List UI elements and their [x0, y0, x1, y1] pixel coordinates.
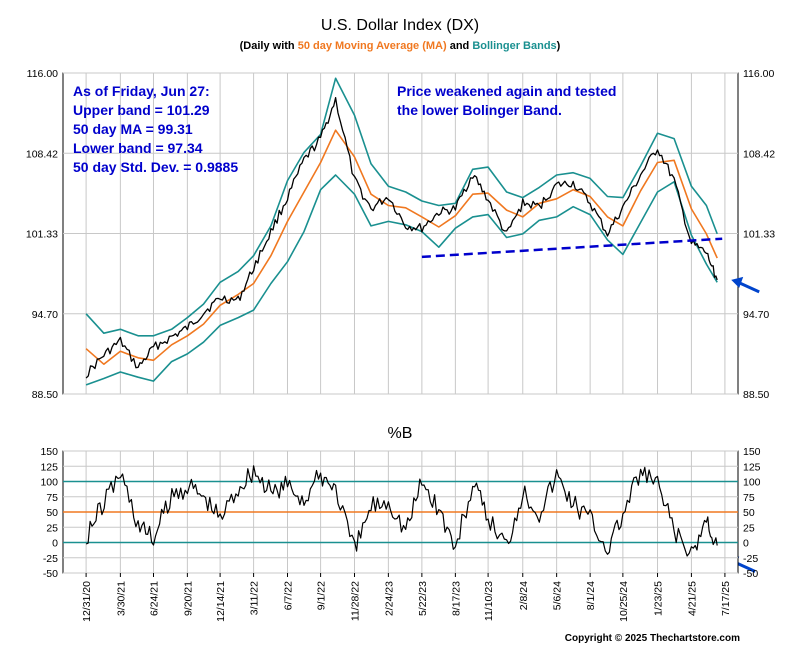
x-tick-label: 2/8/24: [518, 581, 530, 610]
percent-b-y-tick-left: 25: [46, 522, 58, 534]
percent-b-y-tick-left: 125: [40, 461, 58, 473]
x-tick-label: 11/28/22: [349, 581, 361, 621]
percent-b-y-tick-right: -50: [743, 568, 758, 580]
main-y-tick-right: 108.42: [743, 148, 775, 160]
percent-b-y-tick-left: 100: [40, 477, 58, 489]
percent-b-y-tick-left: -25: [43, 553, 58, 565]
percent-b-title: %B: [388, 425, 413, 442]
x-tick-label: 11/10/23: [483, 581, 495, 621]
comment-line-1: Price weakened again and tested: [397, 83, 616, 99]
x-tick-label: 3/30/21: [115, 581, 127, 616]
main-y-tick-left: 101.33: [26, 229, 58, 241]
percent-b-y-tick-right: 75: [743, 492, 755, 504]
main-y-tick-left: 116.00: [27, 68, 58, 80]
subtitle-mid: and: [447, 40, 473, 52]
price-arrow-icon: [731, 276, 760, 294]
percent-b-y-tick-left: 50: [46, 507, 58, 519]
x-tick-label: 6/7/22: [282, 581, 294, 610]
percent-b-y-tick-left: 0: [52, 538, 58, 550]
percent-b-y-tick-left: 75: [46, 492, 58, 504]
chart-subtitle: (Daily with 50 day Moving Average (MA) a…: [240, 40, 561, 52]
stats-std-dev: 50 day Std. Dev. = 0.9885: [73, 159, 238, 175]
percent-b-y-tick-left: 150: [40, 446, 58, 458]
x-tick-label: 6/24/21: [148, 581, 160, 616]
lower-band-line: [85, 174, 718, 386]
support-trend-line: [421, 237, 723, 259]
subtitle-bands: Bollinger Bands: [472, 40, 556, 52]
percent-b-y-tick-right: -25: [743, 553, 758, 565]
x-tick-label: 10/25/24: [618, 581, 630, 622]
percent-b-y-ticks: 150 150 125 125 100 100 75 75 50 50 25 25 0 0 -25 -25 -5…: [40, 446, 760, 580]
main-y-tick-left: 108.42: [26, 148, 58, 160]
main-y-tick-left: 88.50: [32, 389, 58, 401]
stats-lower-band: Lower band = 97.34: [73, 140, 203, 156]
percent-b-y-tick-right: 0: [743, 538, 749, 550]
stats-upper-band: Upper band = 101.29: [73, 102, 210, 118]
upper-band-line: [85, 77, 718, 337]
x-tick-label: 2/24/23: [383, 581, 395, 616]
copyright: Copyright © 2025 Thechartstore.com: [565, 633, 740, 644]
x-tick-label: 5/22/23: [417, 581, 429, 616]
x-tick-label: 7/17/25: [720, 581, 732, 616]
x-tick-label: 5/6/24: [552, 581, 564, 610]
x-axis-ticks: 12/31/20 3/30/21 6/24/21 9/20/21 12/14/21 3/1…: [81, 573, 732, 622]
stats-ma: 50 day MA = 99.31: [73, 121, 193, 137]
percent-b-y-tick-right: 25: [743, 522, 755, 534]
x-tick-label: 4/21/25: [686, 581, 698, 616]
arrow-head: [731, 276, 744, 288]
percent-b-y-tick-left: -50: [43, 568, 58, 580]
percent-b-grid: [62, 450, 739, 574]
price-line: [85, 96, 718, 379]
percent-b-y-tick-right: 125: [743, 461, 761, 473]
moving-average-line: [85, 129, 718, 365]
x-tick-label: 9/1/22: [316, 581, 328, 610]
x-tick-label: 12/14/21: [215, 581, 227, 622]
main-y-tick-left: 94.70: [32, 309, 58, 321]
percent-b-y-tick-right: 50: [743, 507, 755, 519]
x-tick-label: 8/17/23: [450, 581, 462, 616]
main-panel-y-ticks: 116.00 116.00 108.42 108.42 101.33 101.33 94.7…: [26, 68, 775, 401]
subtitle-ma: 50 day Moving Average (MA): [298, 40, 447, 52]
percent-b-line: [85, 465, 718, 557]
percent-b-series: [85, 465, 718, 557]
x-tick-label: 3/11/22: [249, 581, 261, 615]
arrow-shaft: [736, 280, 760, 294]
x-tick-label: 8/1/24: [585, 581, 597, 610]
x-tick-label: 9/20/21: [182, 581, 194, 616]
chart-title: U.S. Dollar Index (DX): [321, 17, 479, 34]
x-tick-label: 1/23/25: [653, 581, 665, 616]
x-tick-label: 12/31/20: [81, 581, 93, 622]
main-y-tick-right: 88.50: [743, 389, 769, 401]
subtitle-suffix: ): [557, 40, 561, 52]
percent-b-y-tick-right: 150: [743, 446, 761, 458]
main-y-tick-right: 116.00: [743, 68, 774, 80]
main-y-tick-right: 94.70: [743, 309, 769, 321]
stats-as-of: As of Friday, Jun 27:: [73, 83, 210, 99]
percent-b-y-tick-right: 100: [743, 477, 761, 489]
comment-line-2: the lower Bolinger Band.: [397, 102, 562, 118]
subtitle-prefix: (Daily with: [240, 40, 298, 52]
main-y-tick-right: 101.33: [743, 229, 775, 241]
